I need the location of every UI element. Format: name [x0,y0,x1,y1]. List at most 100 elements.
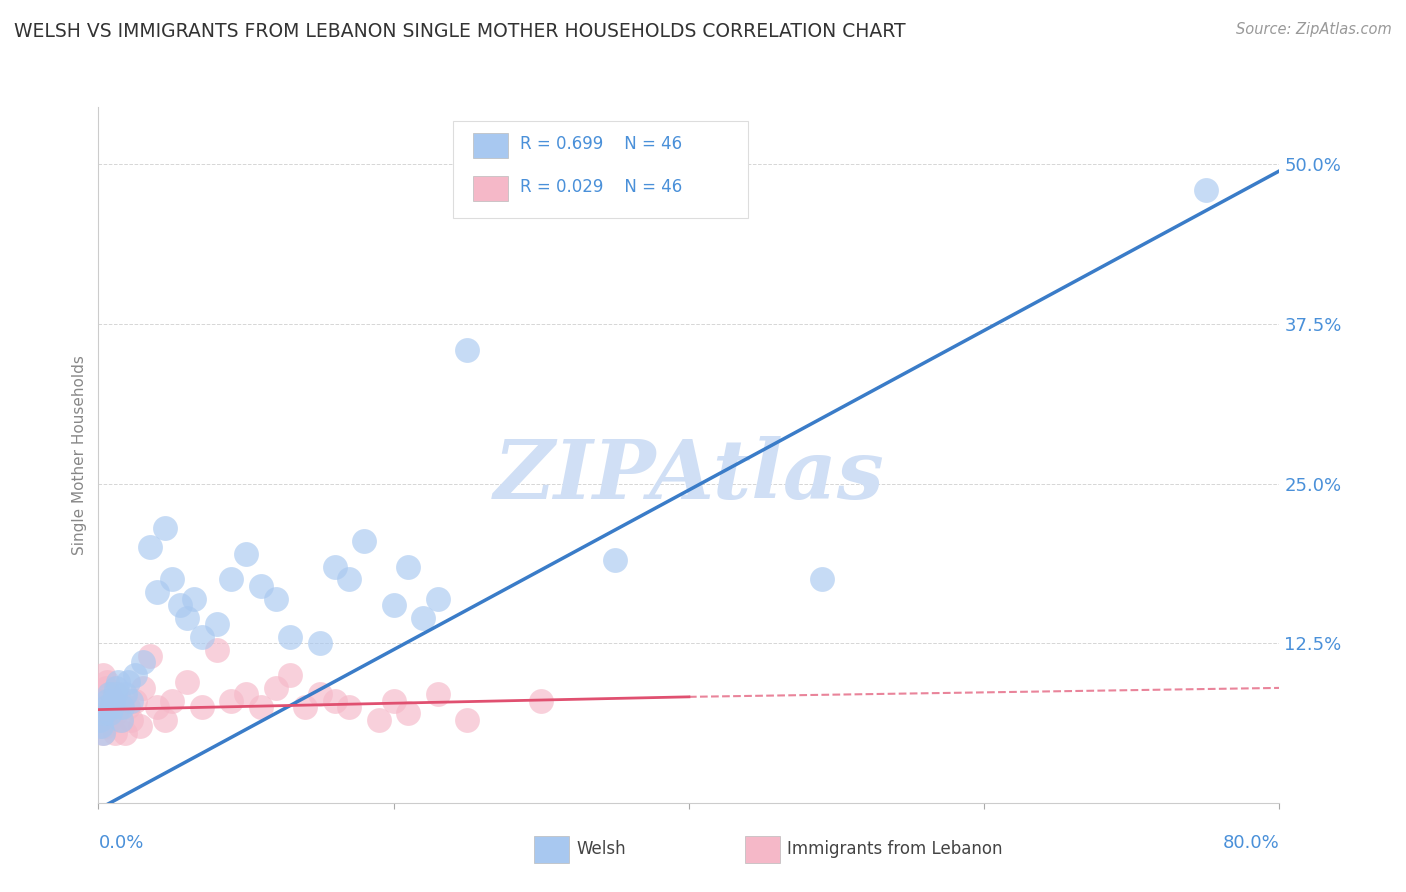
Point [810,573,832,587]
Point [89,719,111,733]
Point [219,573,242,587]
Point [427,591,450,606]
Point [162,694,183,708]
Point [91,725,114,739]
Point [94,681,117,695]
Point [183,591,205,606]
Text: Welsh: Welsh [576,840,626,858]
Point [382,598,405,612]
Point [100,700,122,714]
Point [117,674,139,689]
Point [107,674,129,689]
Point [153,521,176,535]
Point [120,713,142,727]
Point [396,706,419,721]
Point [124,694,146,708]
Point [90,719,112,733]
Point [153,713,176,727]
Point [117,700,139,714]
Point [1195,183,1218,197]
Point [191,630,214,644]
Text: R = 0.699    N = 46: R = 0.699 N = 46 [520,135,682,153]
Point [111,700,134,714]
Point [96,694,118,708]
Point [146,700,169,714]
Point [353,534,375,549]
Point [91,668,114,682]
Point [176,610,198,624]
Point [162,573,183,587]
Point [219,694,242,708]
Point [96,706,118,721]
Point [278,668,302,682]
Point [103,694,125,708]
Bar [472,133,508,158]
Point [191,700,214,714]
FancyBboxPatch shape [453,121,748,219]
Point [93,706,115,721]
Point [169,598,191,612]
Point [337,573,360,587]
Point [103,694,125,708]
Point [107,687,129,701]
Point [235,547,257,561]
Point [605,553,627,567]
Point [294,700,316,714]
Point [396,559,419,574]
Point [105,681,128,695]
Point [124,668,146,682]
Point [264,591,287,606]
Point [114,687,136,701]
Point [309,636,332,650]
Point [264,681,287,695]
Point [250,579,273,593]
Bar [472,176,508,201]
Point [323,559,346,574]
Point [89,713,111,727]
Text: Source: ZipAtlas.com: Source: ZipAtlas.com [1236,22,1392,37]
Point [146,585,169,599]
Text: ZIPAtlas: ZIPAtlas [494,436,884,516]
Point [309,687,332,701]
Point [139,648,162,663]
Point [110,713,132,727]
Point [100,700,122,714]
Point [382,694,405,708]
Point [278,630,302,644]
Text: Immigrants from Lebanon: Immigrants from Lebanon [787,840,1002,858]
Point [132,681,155,695]
Point [128,719,150,733]
Point [104,725,127,739]
Text: WELSH VS IMMIGRANTS FROM LEBANON SINGLE MOTHER HOUSEHOLDS CORRELATION CHART: WELSH VS IMMIGRANTS FROM LEBANON SINGLE … [14,22,905,41]
Point [90,694,112,708]
Point [427,687,450,701]
Point [94,700,117,714]
Point [94,719,117,733]
Point [235,687,257,701]
Point [456,343,478,357]
Point [114,725,136,739]
Point [412,610,434,624]
Point [323,694,346,708]
Point [105,706,128,721]
Point [530,694,553,708]
Point [97,687,120,701]
Point [456,713,478,727]
Text: R = 0.029    N = 46: R = 0.029 N = 46 [520,178,682,196]
Text: 0.0%: 0.0% [98,834,143,852]
Point [250,700,273,714]
Point [110,713,132,727]
Point [91,725,114,739]
Point [139,541,162,555]
Point [90,713,112,727]
Point [120,694,142,708]
Point [176,674,198,689]
Point [98,706,121,721]
Y-axis label: Single Mother Households: Single Mother Households [72,355,87,555]
Point [337,700,360,714]
Point [96,674,118,689]
Point [132,656,155,670]
Point [368,713,391,727]
Point [97,687,120,701]
Point [205,617,228,632]
